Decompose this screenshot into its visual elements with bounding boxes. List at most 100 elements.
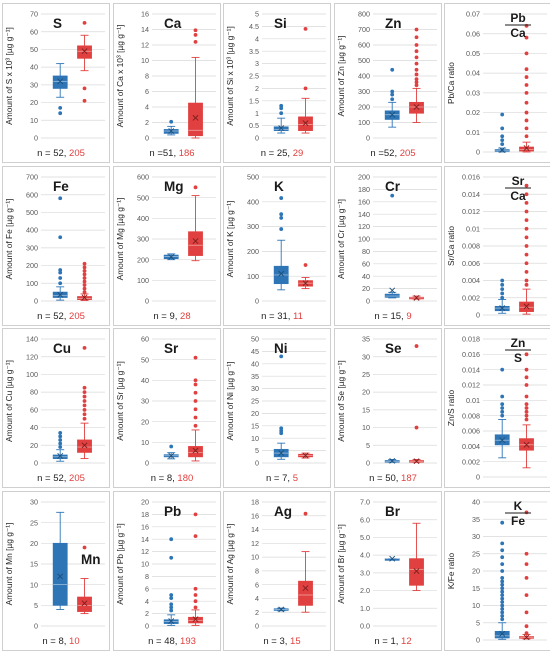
chart-svg-ni: 0 5 10 15 20 25 30 35 40 45 50 Amount of Ni [µg g⁻¹…: [225, 335, 326, 484]
chart-svg-srca: 0 0.002 0.004 0.006 0.008 0.01 0.012 0.014 0.016…: [446, 172, 547, 319]
box-red: [408, 27, 424, 123]
y-tick-label: 0: [145, 134, 149, 143]
chart-svg-si: 0 0.5 1 1.5 2 2.5 3 3.5 4 4.5 5 Amount of Si x 10³ …: [225, 10, 326, 159]
outlier-point: [82, 275, 87, 280]
outlier-point: [500, 589, 505, 594]
y-tick-label: 60: [30, 27, 38, 36]
outlier-point: [82, 264, 87, 269]
outlier-point: [168, 601, 173, 606]
outlier-point: [500, 592, 505, 597]
chart-svg-ag: 0 2 4 6 8 10 12 14 16 18 Amount of Ag [µg g⁻¹] Ag n …: [225, 497, 326, 647]
sample-count: n = 3, 15: [263, 636, 300, 647]
outlier-point: [279, 211, 284, 216]
y-tick-label: 2: [255, 84, 259, 93]
y-tick-label: 0: [366, 296, 370, 305]
sample-count-blue: n = 15,: [374, 311, 406, 322]
outlier-point: [524, 394, 529, 399]
y-tick-label: 70: [30, 10, 38, 19]
box-blue: [384, 457, 400, 464]
outlier-point: [524, 610, 529, 614]
y-tick-label: 18: [141, 510, 149, 519]
y-tick-label: 16: [251, 511, 259, 520]
y-tick-label: 0: [366, 459, 370, 468]
y-tick-label: 200: [358, 103, 370, 112]
panel-fe: 0 100 200 300 400 500 600 700 Amount of Fe [µg g…: [2, 165, 110, 326]
y-tick-label: 1.0: [360, 603, 370, 612]
ratio-title-denominator: S: [514, 351, 522, 365]
y-tick-label: 0.006: [462, 258, 480, 267]
y-axis-label: Amount of Pb [µg g⁻¹]: [115, 523, 125, 604]
y-tick-label: 4: [255, 594, 259, 603]
y-axis-label: Amount of Zn [µg g⁻¹]: [336, 36, 346, 117]
panel-pb: 0 2 4 6 8 10 12 14 16 18 20 Amount of Pb [µg g⁻¹] Pb…: [112, 490, 221, 651]
outlier-point: [82, 399, 87, 403]
box-iqr: [187, 102, 203, 137]
outlier-point: [524, 51, 529, 56]
mean-marker: [302, 584, 309, 591]
chart-svg-se: 0 5 10 15 20 25 30 35 Amount of Se [µg g⁻¹] Se n =…: [336, 335, 437, 484]
y-tick-label: 10: [362, 423, 370, 432]
y-tick-label: 14: [251, 525, 259, 534]
y-tick-label: 0.01: [466, 224, 480, 233]
outlier-point: [500, 616, 505, 621]
mean-marker: [167, 253, 174, 260]
outlier-point: [500, 402, 505, 407]
y-tick-label: 40: [30, 63, 38, 72]
mean-marker: [388, 111, 395, 118]
outlier-point: [82, 385, 87, 390]
y-tick-label: 50: [30, 45, 38, 54]
outlier-point: [168, 605, 173, 609]
mean-marker: [499, 147, 506, 153]
y-tick-label: 200: [26, 261, 38, 270]
outlier-point: [500, 413, 505, 418]
y-tick-label: 10: [141, 56, 149, 65]
box-iqr: [494, 630, 510, 638]
chart-svg-sr: 0 10 20 30 40 50 60 Amount of Sr [µg g⁻¹] Sr n = …: [115, 335, 216, 484]
y-tick-label: 600: [26, 190, 38, 199]
y-tick-label: 300: [247, 222, 259, 231]
chart-svg-kfe: 0 5 10 15 20 25 30 35 40 K/Fe ratio KFe: [446, 497, 547, 644]
y-tick-label: 0.004: [462, 276, 480, 285]
panel-title: Ca: [164, 16, 182, 31]
y-tick-label: 300: [358, 87, 370, 96]
panel-title: Zn: [385, 16, 402, 31]
box-red: [519, 183, 534, 315]
box-red: [187, 28, 203, 139]
panel-br: 0.0 1.0 2.0 3.0 4.0 5.0 6.0 7.0 Amount of Br [µg…: [333, 490, 442, 651]
y-tick-label: 4: [145, 103, 149, 112]
outlier-point: [500, 278, 505, 282]
y-tick-label: 5: [255, 446, 259, 455]
y-tick-label: 18: [251, 497, 259, 506]
box-red: [187, 355, 203, 462]
outlier-point: [168, 555, 173, 560]
y-tick-label: 1.5: [249, 96, 259, 105]
sample-count-blue: n = 52,: [37, 473, 69, 484]
panel-title: Sr: [164, 341, 179, 356]
y-tick-label: 40: [30, 423, 38, 432]
y-axis-label: Amount of Br [µg g⁻¹]: [336, 524, 346, 604]
y-tick-label: 3.0: [360, 568, 370, 577]
y-tick-label: 20: [30, 441, 38, 450]
box-blue: [52, 63, 68, 116]
outlier-point: [414, 344, 418, 348]
mean-marker: [302, 279, 309, 286]
box-blue: [494, 112, 510, 153]
y-tick-label: 14: [141, 25, 149, 34]
outlier-point: [524, 226, 529, 231]
y-tick-label: 3: [255, 59, 259, 68]
outlier-point: [82, 289, 87, 294]
y-tick-label: 10: [30, 580, 38, 589]
y-tick-label: 0: [145, 459, 149, 468]
y-axis-label: Amount of Se [µg g⁻¹]: [336, 360, 346, 441]
box-blue: [52, 195, 68, 301]
outlier-point: [524, 217, 529, 222]
y-tick-label: 800: [358, 10, 370, 19]
y-tick-label: 25: [251, 397, 259, 406]
outlier-point: [500, 291, 505, 295]
outlier-point: [524, 67, 529, 72]
mean-marker: [302, 120, 309, 127]
y-tick-label: 0: [476, 473, 480, 482]
y-tick-label: 45: [251, 347, 259, 356]
y-axis-label: Amount of Ni [µg g⁻¹]: [225, 361, 235, 440]
